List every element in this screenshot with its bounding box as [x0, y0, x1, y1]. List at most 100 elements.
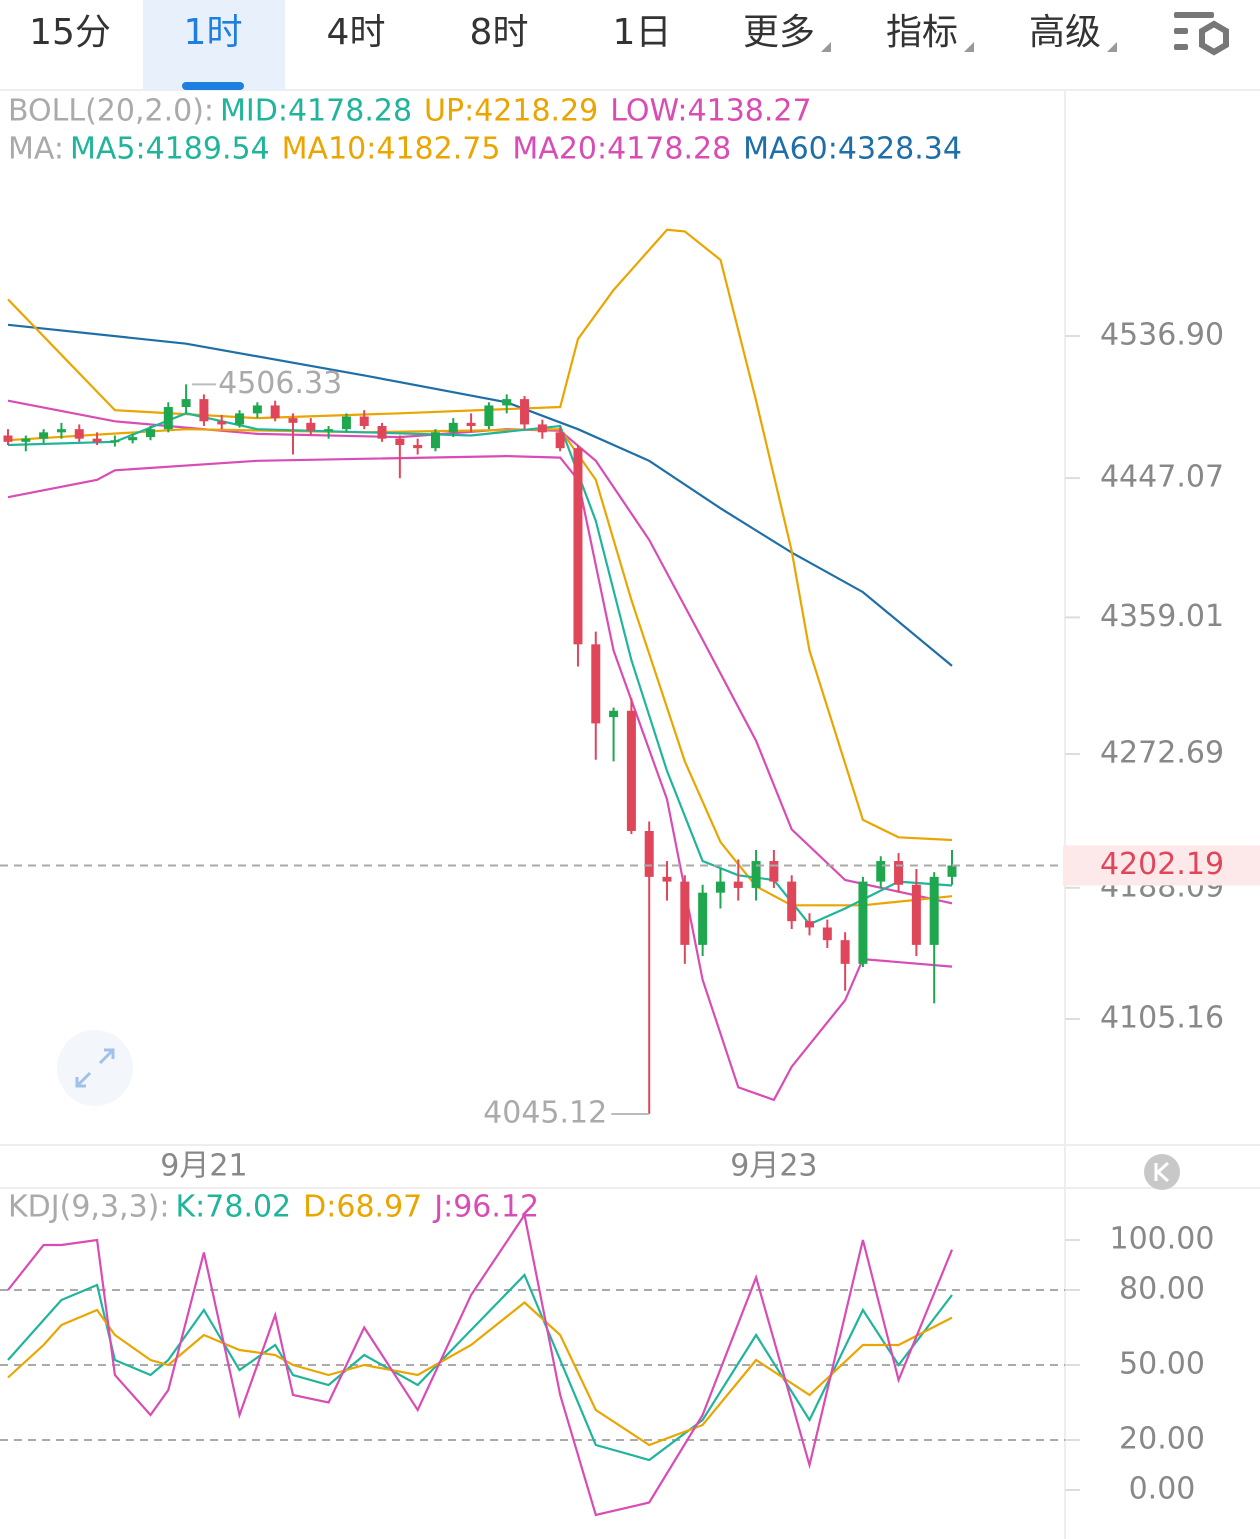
menu-caret: [964, 42, 975, 52]
icon-bar: [1174, 12, 1214, 18]
kdj-line: [7, 1273, 953, 1462]
candle-body: [235, 413, 245, 425]
candle-body: [822, 927, 832, 941]
indicator-line: [7, 454, 953, 1102]
tab-label[interactable]: 1日: [613, 12, 672, 53]
indicator-line: [7, 323, 953, 667]
icon-bar: [1174, 44, 1188, 50]
candle-body: [128, 437, 138, 441]
candle-body: [3, 435, 13, 442]
expand-button[interactable]: [57, 1030, 133, 1106]
kline-button[interactable]: [1144, 1154, 1180, 1190]
candle-body: [199, 399, 209, 422]
legend-item: MA10:4182.75: [282, 132, 501, 167]
legend-title: MA:: [8, 132, 64, 167]
candle-body: [626, 710, 636, 831]
tab-label[interactable]: 8时: [470, 12, 529, 53]
candle-body: [448, 422, 458, 433]
y-tick-label: 4536.90: [1100, 317, 1224, 352]
candle-body: [145, 429, 155, 438]
legend-item: MID:4178.28: [220, 94, 412, 129]
candle-body: [502, 399, 512, 406]
candle-body: [163, 407, 173, 430]
candle-body: [858, 881, 868, 964]
candle-body: [306, 422, 316, 431]
legend-item: MA5:4189.54: [70, 132, 270, 167]
candle-body: [359, 416, 369, 427]
candle-body: [21, 438, 31, 442]
candle-body: [894, 861, 904, 885]
legend-title: BOLL(20,2.0):: [8, 94, 214, 129]
candle-body: [715, 881, 725, 893]
y-tick-label: 100.00: [1110, 1222, 1215, 1257]
candle-body: [217, 421, 227, 425]
x-tick-label: 9月23: [730, 1149, 817, 1184]
k-glyph: [1154, 1161, 1170, 1183]
y-tick-label: 4105.16: [1100, 1000, 1224, 1035]
candle-body: [644, 830, 654, 877]
kdj-line: [7, 1212, 954, 1517]
candle-body: [947, 865, 957, 877]
candle-body: [484, 405, 494, 427]
candle-body: [377, 426, 387, 439]
button-bg: [57, 1030, 133, 1106]
legend-item: UP:4218.29: [424, 94, 598, 129]
candle-body: [270, 405, 280, 419]
candle-body: [733, 881, 743, 888]
candle-body: [430, 432, 440, 449]
tab-label[interactable]: 更多: [743, 12, 815, 53]
candle-body: [324, 429, 334, 432]
candle-body: [698, 892, 708, 945]
legend-item: MA20:4178.28: [512, 132, 731, 167]
tab-indicator: [182, 82, 244, 90]
candle-body: [181, 399, 191, 408]
tab-label[interactable]: 4时: [327, 12, 386, 53]
y-tick-label: 20.00: [1119, 1422, 1205, 1457]
tab-label[interactable]: 1时: [184, 12, 243, 53]
candle-body: [911, 884, 921, 945]
candle-body: [805, 921, 815, 928]
candle-body: [520, 399, 530, 425]
candle-body: [110, 440, 120, 443]
tab-label[interactable]: 高级: [1029, 12, 1101, 53]
y-tick-label: 80.00: [1119, 1272, 1205, 1307]
tab-selected-bg: [143, 0, 285, 90]
legend-item: MA60:4328.34: [743, 132, 962, 167]
candle-body: [662, 876, 672, 882]
candle-body: [680, 881, 690, 945]
candle-body: [288, 418, 298, 423]
candle-body: [56, 429, 66, 433]
last-price-label: 4202.19: [1100, 847, 1224, 882]
candle-body: [395, 438, 405, 445]
candle-body: [840, 940, 850, 964]
last-price-box: [1063, 845, 1260, 886]
x-tick-label: 9月21: [160, 1149, 247, 1184]
candle-body: [751, 861, 761, 888]
legend-title: KDJ(9,3,3):: [8, 1190, 169, 1225]
indicator-line: [7, 399, 953, 905]
candle-body: [929, 876, 939, 945]
candle-body: [609, 710, 619, 718]
y-tick-label: 4359.01: [1100, 599, 1224, 634]
candle-body: [555, 432, 565, 449]
kdj-line: [7, 1301, 953, 1447]
candle-body: [39, 432, 49, 439]
candle-body: [74, 429, 84, 439]
legend-item: K:78.02: [175, 1190, 291, 1225]
candle-body: [591, 644, 601, 724]
legend-item: J:96.12: [432, 1190, 539, 1225]
candle-body: [92, 438, 102, 442]
min-label: 4045.12: [483, 1095, 607, 1130]
tab-label[interactable]: 15分: [29, 12, 111, 53]
candle-body: [341, 416, 351, 430]
y-tick-label: 0.00: [1129, 1472, 1196, 1507]
y-tick-label: 4272.69: [1100, 735, 1224, 770]
icon-bar: [1174, 28, 1188, 34]
tab-label[interactable]: 指标: [886, 12, 958, 53]
legend-item: LOW:4138.27: [610, 94, 811, 129]
candle-body: [537, 424, 547, 433]
candle-body: [252, 405, 262, 414]
settings-icon[interactable]: [1174, 12, 1229, 56]
